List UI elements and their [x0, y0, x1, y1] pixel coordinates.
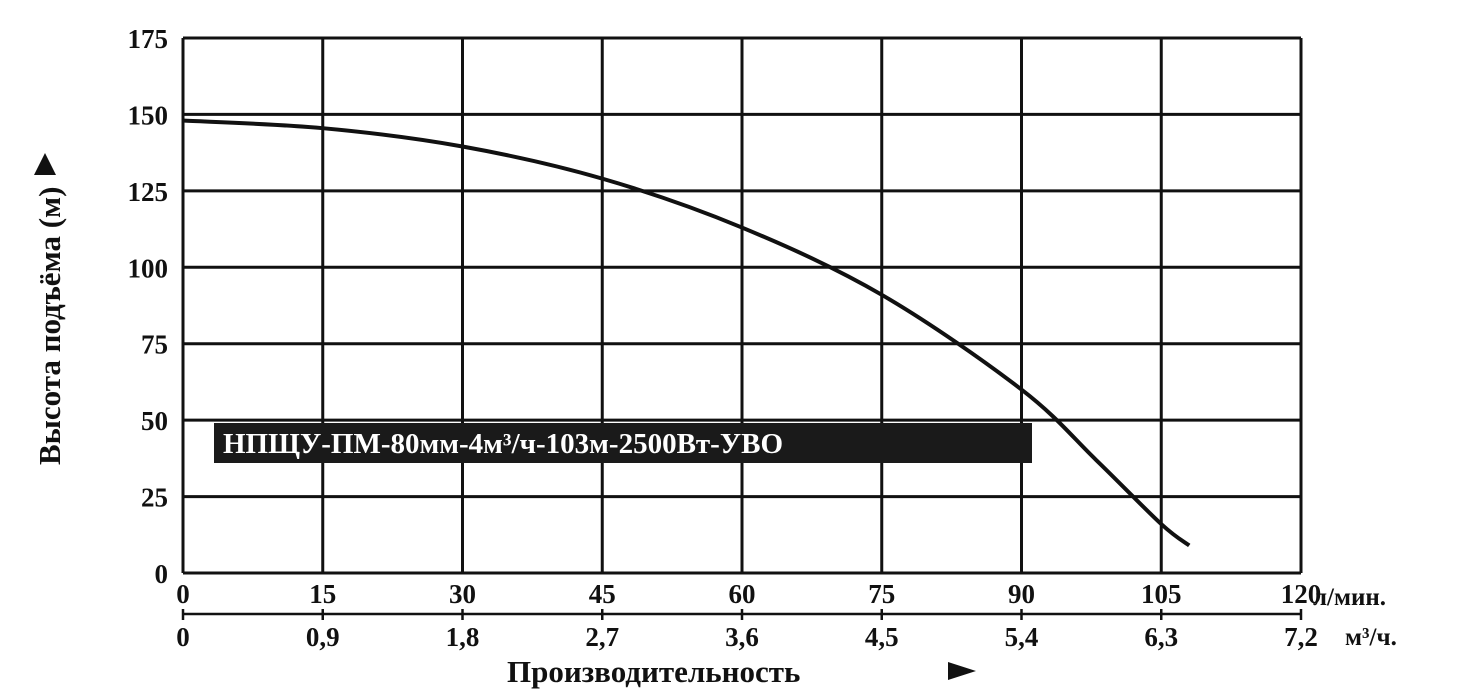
x2-tick-label: 5,4	[1005, 622, 1039, 652]
grid-lines	[181, 36, 1303, 575]
y-tick-labels: 0 25 50 75 100 125 150 175	[128, 24, 169, 589]
x-tick-label: 15	[309, 579, 336, 609]
x-tick-label: 30	[449, 579, 476, 609]
x-axis-title: Производительность	[507, 654, 800, 689]
y-tick-label: 25	[141, 483, 168, 513]
x-tick-label: 75	[868, 579, 895, 609]
x-tick-label: 120	[1281, 579, 1322, 609]
y-axis-title: Высота подъёма (м)	[32, 187, 67, 466]
y-tick-label: 50	[141, 406, 168, 436]
x-axis-title-group: Производительность	[507, 654, 976, 689]
y-tick-label: 150	[128, 100, 169, 130]
x-axis-unit: л/мин.	[1313, 584, 1386, 611]
x2-tick-label: 1,8	[446, 622, 480, 652]
x2-axis: 0 0,9 1,8 2,7 3,6 4,5 5,4 6,3 7,2	[176, 609, 1318, 652]
x2-tick-label: 4,5	[865, 622, 899, 652]
x2-tick-label: 2,7	[585, 622, 619, 652]
x2-tick-label: 3,6	[725, 622, 759, 652]
y-axis-arrow-icon	[34, 153, 56, 175]
y-tick-label: 0	[155, 559, 169, 589]
x2-tick-label: 0	[176, 622, 190, 652]
y-axis-title-group: Высота подъёма (м)	[32, 153, 67, 465]
y-tick-label: 75	[141, 330, 168, 360]
x-tick-label: 0	[176, 579, 190, 609]
legend-label: НПЩУ-ПМ-80мм-4м³/ч-103м-2500Вт-УВО	[223, 428, 783, 460]
y-tick-label: 125	[128, 177, 169, 207]
x2-tick-label: 7,2	[1284, 622, 1318, 652]
series-line	[182, 118, 1191, 548]
x-tick-label: 90	[1008, 579, 1035, 609]
x-axis-arrow-icon	[948, 662, 976, 680]
x2-tick-label: 6,3	[1144, 622, 1178, 652]
legend-box	[214, 423, 1032, 463]
y-tick-label: 175	[128, 24, 169, 54]
x2-tick-label: 0,9	[306, 622, 340, 652]
x-tick-label: 60	[729, 579, 756, 609]
x-tick-label: 105	[1141, 579, 1182, 609]
x-tick-label: 45	[589, 579, 616, 609]
y-tick-label: 100	[128, 253, 169, 283]
x2-axis-unit: м³/ч.	[1345, 624, 1397, 651]
series-line-group	[182, 118, 1191, 548]
x-axis: 0 15 30 45 60 75 90 105 120	[176, 579, 1321, 609]
